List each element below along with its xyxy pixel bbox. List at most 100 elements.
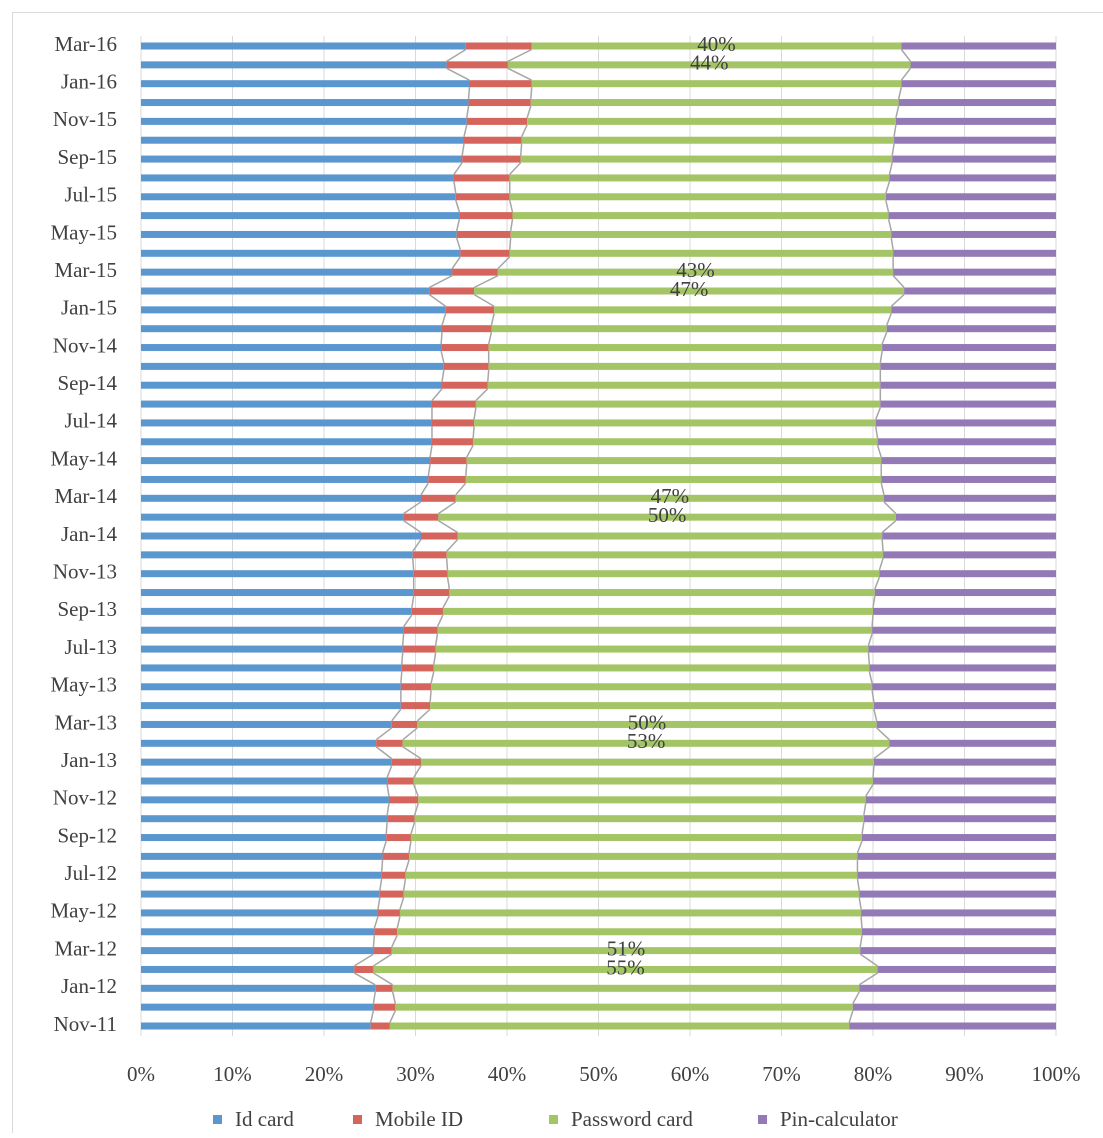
y-tick-label: Mar-14 — [54, 484, 117, 508]
bar-segment — [141, 928, 374, 935]
series-line — [413, 540, 421, 552]
y-tick-label: May-12 — [51, 899, 118, 923]
bar-segment — [374, 928, 397, 935]
x-tick-label: 50% — [579, 1062, 618, 1086]
bar-segment — [402, 664, 434, 671]
bar-segment — [395, 1004, 853, 1011]
bar-segment — [141, 457, 430, 464]
bar-segment — [141, 853, 383, 860]
bar-segment — [864, 815, 1056, 822]
series-line — [387, 766, 392, 778]
series-line — [864, 803, 866, 815]
bar-segment — [878, 966, 1056, 973]
series-line — [378, 898, 380, 910]
bar-segment — [141, 156, 462, 163]
bar-segment — [389, 796, 418, 803]
series-line — [373, 992, 375, 1004]
bar-segment — [467, 457, 881, 464]
series-line — [527, 106, 531, 118]
bar-segment — [141, 344, 441, 351]
series-line — [373, 973, 392, 985]
bar-segment — [412, 608, 443, 615]
series-line — [403, 747, 421, 759]
bar-segment — [873, 608, 1056, 615]
bar-segment — [857, 872, 1056, 879]
series-line — [441, 332, 442, 344]
series-line — [404, 521, 421, 533]
bar-segment — [141, 909, 378, 916]
bar-segment — [141, 702, 401, 709]
series-line — [457, 238, 461, 250]
bar-segment — [464, 137, 522, 144]
bar-segment — [141, 231, 457, 238]
series-line — [432, 389, 442, 401]
series-line — [489, 332, 492, 344]
series-line — [868, 653, 869, 665]
series-line — [467, 106, 469, 118]
bar-segment — [371, 1023, 390, 1030]
bar-segment — [511, 231, 892, 238]
series-line — [469, 87, 470, 99]
bar-segment — [474, 419, 876, 426]
series-line — [860, 935, 862, 947]
bar-segment — [462, 156, 521, 163]
series-line — [861, 916, 862, 928]
bar-segment — [868, 646, 1056, 653]
bar-segment — [141, 288, 429, 295]
series-line — [382, 860, 383, 872]
legend-label: Password card — [571, 1107, 693, 1131]
y-tick-label: May-13 — [51, 673, 118, 697]
bar-segment — [880, 401, 1056, 408]
bar-segment — [141, 118, 467, 125]
y-tick-label: Jan-14 — [61, 522, 117, 546]
bar-segment — [404, 891, 860, 898]
bar-segment — [452, 269, 498, 276]
bar-segment — [401, 702, 430, 709]
y-tick-label: Jan-12 — [61, 974, 117, 998]
bar-segment — [473, 438, 877, 445]
series-line — [869, 671, 872, 683]
bar-segment — [387, 815, 414, 822]
bar-segment — [448, 570, 880, 577]
series-line — [401, 671, 402, 683]
bar-segment — [428, 476, 466, 483]
series-line — [464, 125, 467, 137]
bar-segment — [527, 118, 896, 125]
bar-segment — [436, 646, 869, 653]
bar-segment — [466, 43, 532, 50]
bar-segment — [380, 891, 404, 898]
series-line — [859, 973, 877, 985]
bar-segment — [141, 137, 464, 144]
x-tick-label: 60% — [671, 1062, 710, 1086]
legend-label: Mobile ID — [375, 1107, 463, 1131]
legend-swatch — [549, 1115, 558, 1124]
series-line — [412, 596, 414, 608]
series-line — [457, 219, 460, 231]
legend-label: Id card — [235, 1107, 294, 1131]
series-line — [447, 540, 458, 552]
series-line — [392, 709, 401, 721]
bar-segment — [434, 664, 870, 671]
data-label: 47% — [651, 484, 690, 508]
data-label: 50% — [628, 710, 667, 734]
bar-segment — [431, 683, 872, 690]
bar-segment — [866, 796, 1056, 803]
series-line — [387, 803, 389, 815]
bar-segment — [141, 740, 376, 747]
series-line — [474, 408, 476, 420]
bar-segment — [430, 702, 874, 709]
bar-segment — [896, 514, 1056, 521]
y-tick-label: Nov-11 — [54, 1012, 117, 1036]
bar-segment — [430, 457, 467, 464]
bar-segment — [421, 759, 874, 766]
series-line — [376, 747, 392, 759]
bar-segment — [894, 137, 1056, 144]
series-line — [857, 841, 862, 853]
bar-segment — [414, 778, 873, 785]
series-line — [373, 935, 374, 947]
bar-segment — [421, 533, 458, 540]
bar-segment — [488, 382, 881, 389]
series-line — [868, 634, 872, 646]
bar-segment — [510, 193, 886, 200]
x-tick-label: 0% — [127, 1062, 155, 1086]
